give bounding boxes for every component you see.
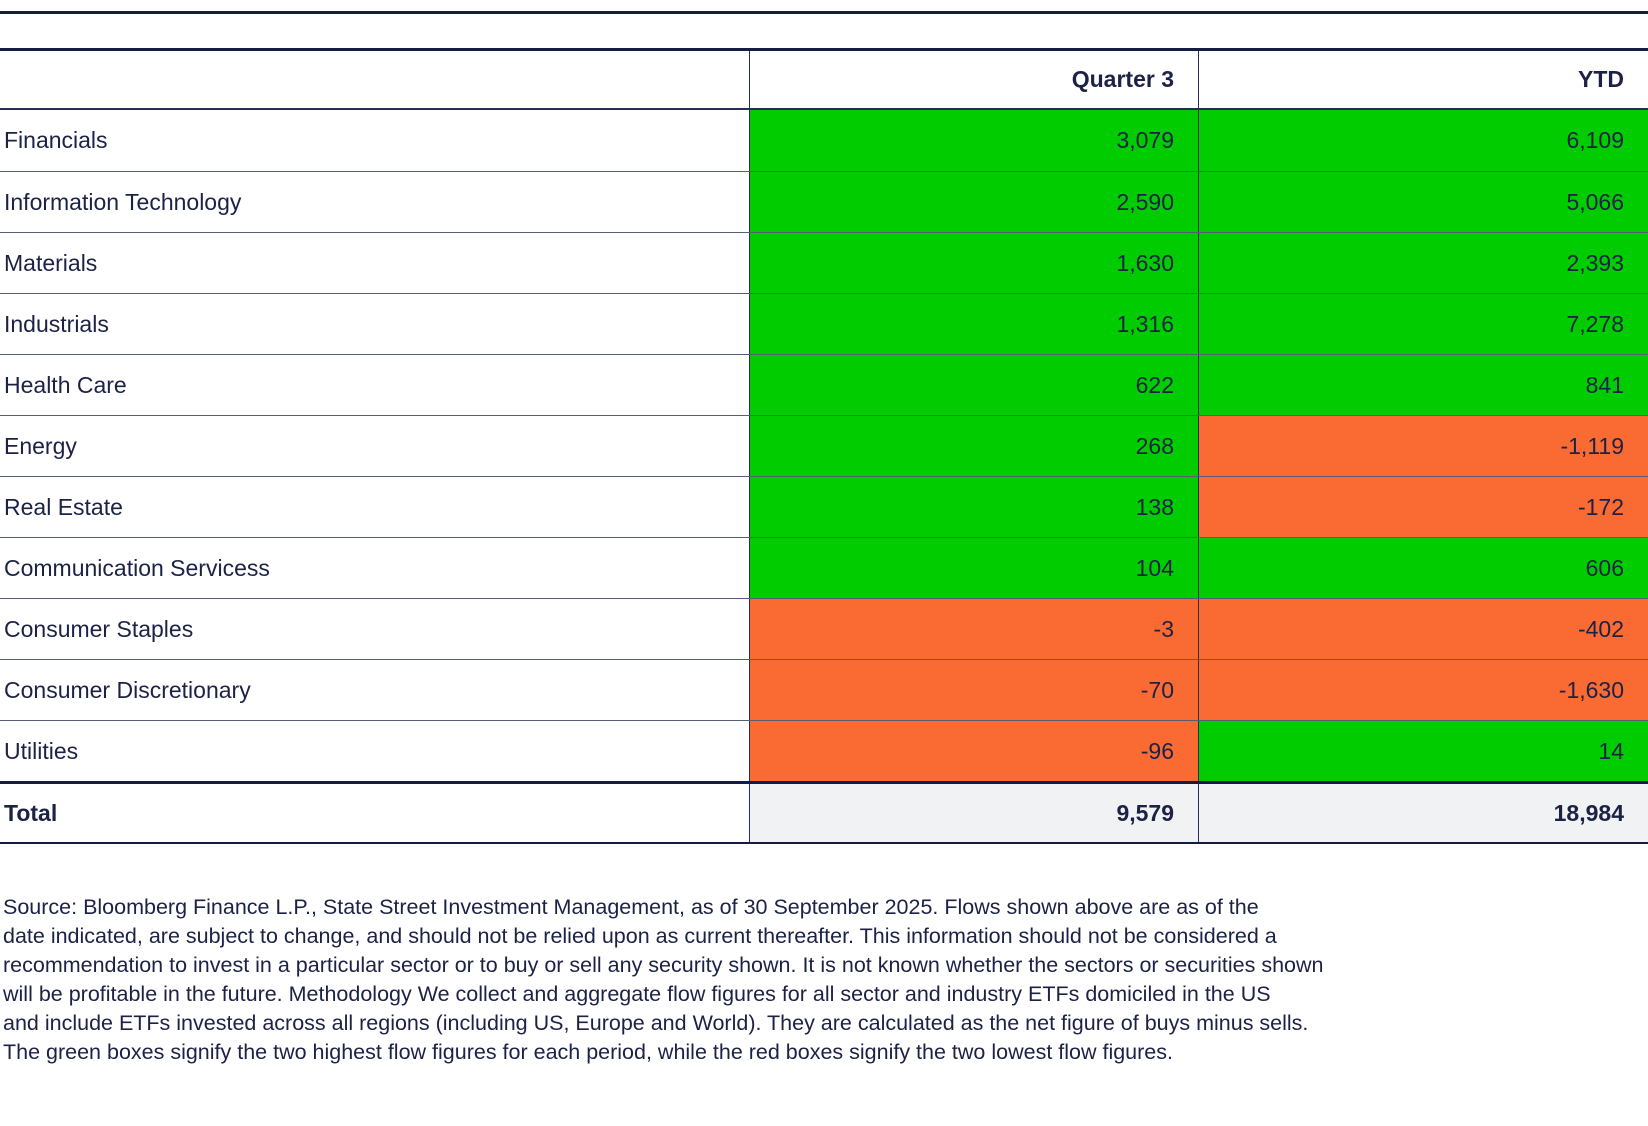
ytd-value-cell: -402 xyxy=(1198,599,1648,659)
table-row-communication-services: Communication Servicess 104 606 xyxy=(0,537,1648,598)
table-row-information-technology: Information Technology 2,590 5,066 xyxy=(0,171,1648,232)
total-q3-value-cell: 9,579 xyxy=(749,784,1198,842)
table-row-consumer-discretionary: Consumer Discretionary -70 -1,630 xyxy=(0,659,1648,720)
row-label: Health Care xyxy=(0,355,749,415)
q3-value-cell: 138 xyxy=(749,477,1198,537)
q3-value-cell: -96 xyxy=(749,721,1198,781)
ytd-value-cell: 5,066 xyxy=(1198,172,1648,232)
row-label: Materials xyxy=(0,233,749,293)
table-row-utilities: Utilities -96 14 xyxy=(0,720,1648,781)
top-rule xyxy=(0,11,1648,14)
q3-value-cell: 1,630 xyxy=(749,233,1198,293)
ytd-value-cell: 606 xyxy=(1198,538,1648,598)
ytd-value-cell: -1,119 xyxy=(1198,416,1648,476)
disclaimer-line: recommendation to invest in a particular… xyxy=(3,953,1324,977)
table-row-real-estate: Real Estate 138 -172 xyxy=(0,476,1648,537)
sector-flows-table: Quarter 3 YTD Financials 3,079 6,109 Inf… xyxy=(0,48,1648,844)
q3-value-cell: -3 xyxy=(749,599,1198,659)
table-row-industrials: Industrials 1,316 7,278 xyxy=(0,293,1648,354)
ytd-value-cell: 6,109 xyxy=(1198,110,1648,171)
ytd-value-cell: 2,393 xyxy=(1198,233,1648,293)
ytd-value-cell: 841 xyxy=(1198,355,1648,415)
disclaimer-line: The green boxes signify the two highest … xyxy=(3,1040,1173,1064)
row-label: Industrials xyxy=(0,294,749,354)
q3-value-cell: 1,316 xyxy=(749,294,1198,354)
table-row-consumer-staples: Consumer Staples -3 -402 xyxy=(0,598,1648,659)
ytd-value-cell: -1,630 xyxy=(1198,660,1648,720)
table-row-financials: Financials 3,079 6,109 xyxy=(0,110,1648,171)
row-label: Energy xyxy=(0,416,749,476)
q3-value-cell: 2,590 xyxy=(749,172,1198,232)
q3-value-cell: 622 xyxy=(749,355,1198,415)
row-label: Financials xyxy=(0,110,749,171)
q3-value-cell: 104 xyxy=(749,538,1198,598)
row-label: Real Estate xyxy=(0,477,749,537)
row-label: Utilities xyxy=(0,721,749,781)
row-label: Consumer Discretionary xyxy=(0,660,749,720)
row-label: Information Technology xyxy=(0,172,749,232)
q3-value-cell: 268 xyxy=(749,416,1198,476)
row-label: Consumer Staples xyxy=(0,599,749,659)
total-row-label: Total xyxy=(0,784,749,842)
disclaimer-line: date indicated, are subject to change, a… xyxy=(3,924,1277,948)
disclaimer-line: will be profitable in the future. Method… xyxy=(3,982,1271,1006)
source-disclaimer: Source: Bloomberg Finance L.P., State St… xyxy=(0,893,1648,1067)
disclaimer-line: and include ETFs invested across all reg… xyxy=(3,1011,1309,1035)
column-header-ytd: YTD xyxy=(1198,51,1648,108)
ytd-value-cell: 14 xyxy=(1198,721,1648,781)
total-row: Total 9,579 18,984 xyxy=(0,781,1648,844)
q3-value-cell: -70 xyxy=(749,660,1198,720)
disclaimer-line: Source: Bloomberg Finance L.P., State St… xyxy=(3,895,1259,919)
column-header-quarter3: Quarter 3 xyxy=(749,51,1198,108)
q3-value-cell: 3,079 xyxy=(749,110,1198,171)
column-header-sector xyxy=(0,51,749,108)
table-row-energy: Energy 268 -1,119 xyxy=(0,415,1648,476)
row-label: Communication Servicess xyxy=(0,538,749,598)
ytd-value-cell: 7,278 xyxy=(1198,294,1648,354)
ytd-value-cell: -172 xyxy=(1198,477,1648,537)
table-row-materials: Materials 1,630 2,393 xyxy=(0,232,1648,293)
table-row-health-care: Health Care 622 841 xyxy=(0,354,1648,415)
total-ytd-value-cell: 18,984 xyxy=(1198,784,1648,842)
table-header-row: Quarter 3 YTD xyxy=(0,48,1648,110)
